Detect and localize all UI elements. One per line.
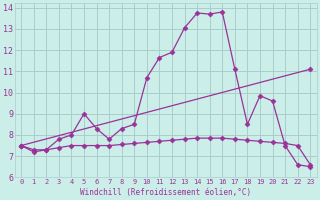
X-axis label: Windchill (Refroidissement éolien,°C): Windchill (Refroidissement éolien,°C) [80,188,251,197]
